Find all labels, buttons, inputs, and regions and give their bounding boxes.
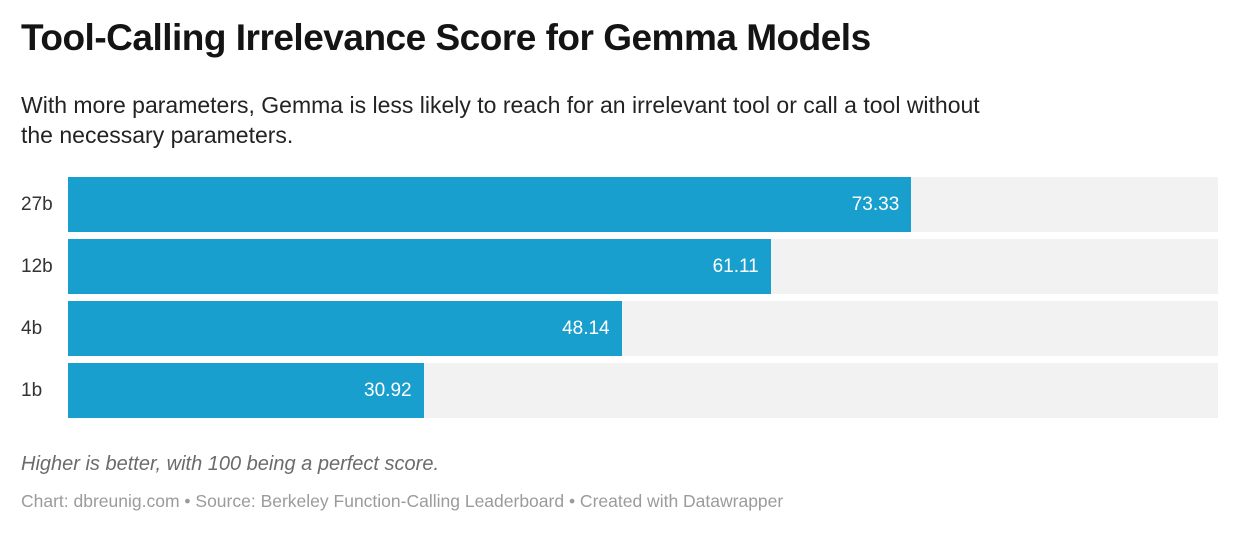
value-label: 30.92 bbox=[364, 379, 412, 401]
bar: 48.14 bbox=[68, 301, 622, 356]
category-label: 4b bbox=[21, 317, 43, 339]
chart-note: Higher is better, with 100 being a perfe… bbox=[21, 453, 440, 475]
category-label: 27b bbox=[21, 193, 53, 215]
bar-row: 27b 73.33 bbox=[21, 177, 1218, 232]
bar: 73.33 bbox=[68, 177, 912, 232]
bar: 61.11 bbox=[68, 239, 771, 294]
value-label: 61.11 bbox=[712, 255, 759, 277]
bar-chart: 27b 73.33 12b 61.11 4b 48.14 1b 30.92 bbox=[21, 177, 1218, 418]
bar-row: 4b 48.14 bbox=[21, 301, 1218, 356]
bar-track: 73.33 bbox=[68, 177, 1218, 232]
bar-track: 48.14 bbox=[68, 301, 1218, 356]
value-label: 73.33 bbox=[851, 193, 900, 215]
chart-subtitle-line-2: the necessary parameters. bbox=[21, 122, 294, 148]
chart-subtitle-line-1: With more parameters, Gemma is less like… bbox=[21, 92, 980, 118]
chart-title: Tool-Calling Irrelevance Score for Gemma… bbox=[21, 17, 871, 58]
chart-credit: Chart: dbreunig.com • Source: Berkeley F… bbox=[21, 491, 784, 511]
bar-row: 1b 30.92 bbox=[21, 363, 1218, 418]
value-label: 48.14 bbox=[562, 317, 610, 339]
bar-track: 61.11 bbox=[68, 239, 1218, 294]
bar-track: 30.92 bbox=[68, 363, 1218, 418]
bar-row: 12b 61.11 bbox=[21, 239, 1218, 294]
category-label: 12b bbox=[21, 255, 53, 277]
category-label: 1b bbox=[21, 379, 43, 401]
bar: 30.92 bbox=[68, 363, 424, 418]
chart-subtitle: With more parameters, Gemma is less like… bbox=[21, 90, 1218, 150]
